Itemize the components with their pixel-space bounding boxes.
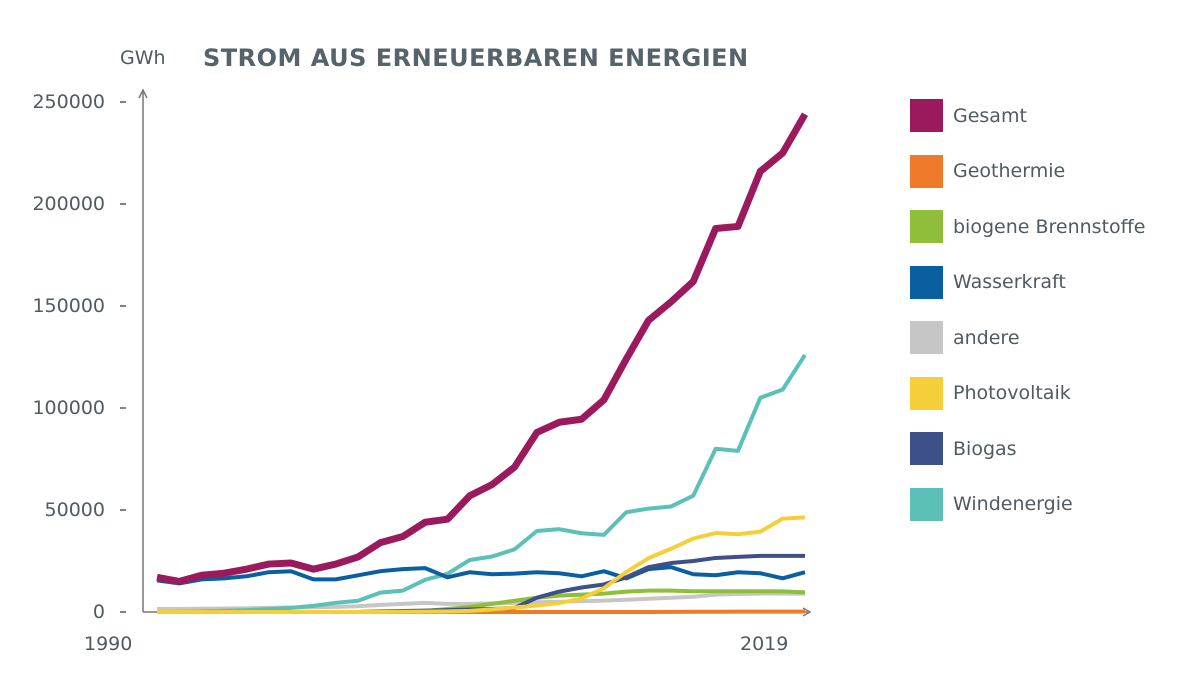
legend: Gesamt Geothermie biogene Brennstoffe Wasse… xyxy=(910,88,1145,532)
y-tick-label: 200000 xyxy=(32,193,105,215)
x-axis-arrow-icon xyxy=(802,607,812,617)
legend-item: Photovoltaik xyxy=(910,366,1145,422)
y-tick-label: 50000 xyxy=(45,499,105,521)
y-axis-unit: GWh xyxy=(120,47,166,69)
legend-item: andere xyxy=(910,310,1145,366)
legend-swatch xyxy=(910,99,943,133)
legend-swatch xyxy=(910,210,943,244)
y-tick-label: 0 xyxy=(93,601,105,623)
legend-label: biogene Brennstoffe xyxy=(953,215,1146,238)
x-tick-label-2019: 2019 xyxy=(740,633,788,655)
legend-label: Biogas xyxy=(953,437,1017,460)
legend-item: biogene Brennstoffe xyxy=(910,199,1145,255)
legend-label: Geothermie xyxy=(953,160,1066,183)
legend-label: andere xyxy=(953,326,1020,349)
legend-swatch xyxy=(910,321,943,355)
legend-item: Wasserkraft xyxy=(910,255,1145,311)
legend-item: Geothermie xyxy=(910,144,1145,200)
x-tick-label-1990: 1990 xyxy=(84,633,132,655)
legend-item: Gesamt xyxy=(910,88,1145,144)
legend-swatch xyxy=(910,154,943,188)
legend-item: Windenergie xyxy=(910,477,1145,533)
legend-swatch xyxy=(910,265,943,299)
y-axis-arrow-icon xyxy=(138,88,148,99)
series-line-gesamt xyxy=(156,112,809,585)
legend-label: Wasserkraft xyxy=(953,271,1066,294)
y-tick-label: 100000 xyxy=(32,397,105,419)
legend-label: Windenergie xyxy=(953,493,1073,516)
chart-title: STROM AUS ERNEUERBAREN ENERGIEN xyxy=(203,44,749,72)
legend-label: Gesamt xyxy=(953,104,1027,127)
legend-label: Photovoltaik xyxy=(953,382,1071,405)
series-line-windenergie xyxy=(156,353,807,614)
y-tick-label: 150000 xyxy=(32,295,105,317)
series-line-wasserkraft xyxy=(156,565,806,586)
legend-swatch xyxy=(910,432,943,466)
legend-swatch xyxy=(910,487,943,521)
legend-swatch xyxy=(910,376,943,410)
y-tick-label: 250000 xyxy=(32,91,105,113)
series-line-photovoltaik xyxy=(157,515,806,614)
legend-item: Biogas xyxy=(910,421,1145,477)
